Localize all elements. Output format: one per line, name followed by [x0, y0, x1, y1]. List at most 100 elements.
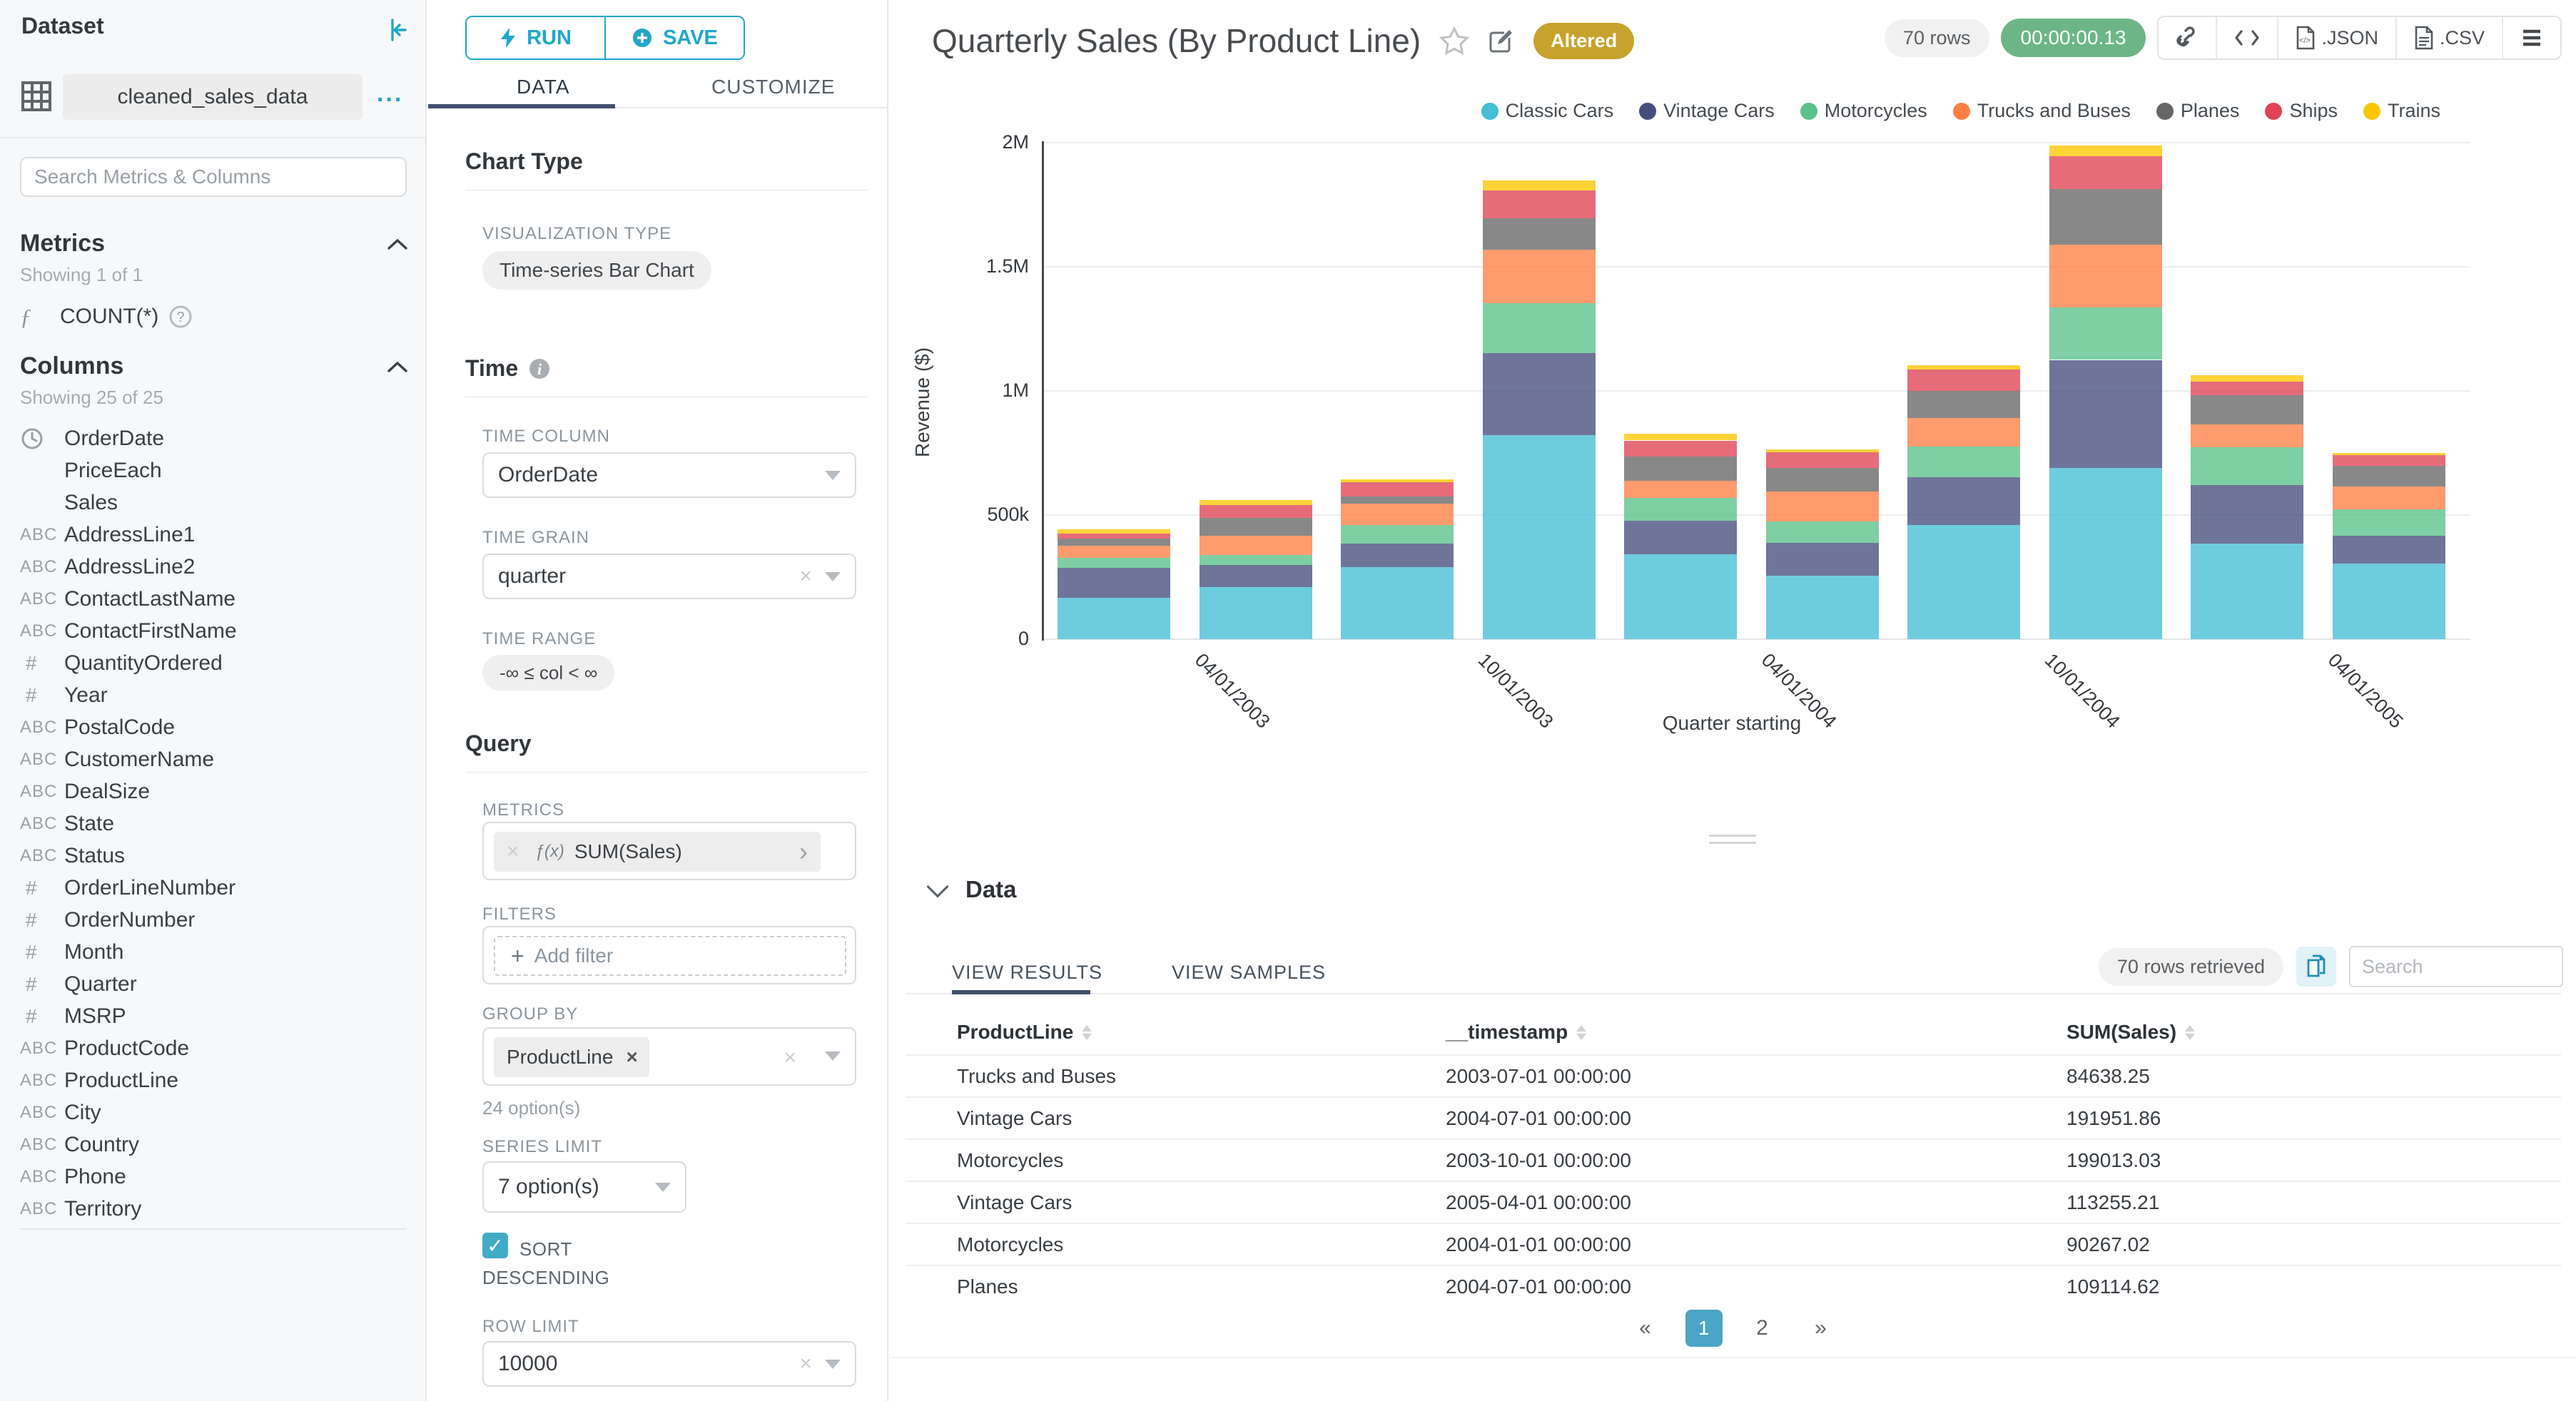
metric-pill[interactable]: × ƒ(x) SUM(Sales) › [494, 832, 821, 872]
bar-segment-motorcycles-2004-04-01[interactable] [1765, 521, 1879, 544]
chart-menu-button[interactable] [2503, 17, 2560, 58]
column-header-productline[interactable]: ProductLine [906, 1021, 1446, 1044]
bar-segment-trains-2003-04-01[interactable] [1199, 499, 1312, 506]
query-section-header[interactable]: Query [465, 730, 532, 756]
legend-item-classic-cars[interactable]: Classic Cars [1481, 100, 1613, 122]
bar-segment-ships-2003-01-01[interactable] [1058, 533, 1171, 539]
panel-resize-handle[interactable] [1709, 835, 1756, 849]
collapse-data-panel-icon[interactable] [926, 875, 949, 898]
column-header-timestamp[interactable]: __timestamp [1446, 1021, 2067, 1044]
bar-segment-motorcycles-2003-04-01[interactable] [1199, 555, 1312, 565]
export-json-button[interactable]: </> .JSON [2278, 17, 2397, 58]
bar-segment-motorcycles-2003-07-01[interactable] [1341, 524, 1454, 544]
column-header-sum-sales[interactable]: SUM(Sales) [2067, 1021, 2561, 1044]
column-item-country[interactable]: ABC Country [20, 1129, 411, 1161]
column-item-contactlastname[interactable]: ABC ContactLastName [20, 583, 411, 615]
series-limit-select[interactable]: 7 option(s) [482, 1161, 686, 1213]
bar-segment-classic-cars-2004-04-01[interactable] [1765, 575, 1879, 639]
column-item-year[interactable]: # Year [20, 679, 411, 711]
tab-view-samples[interactable]: VIEW SAMPLES [1172, 962, 1327, 983]
bar-segment-classic-cars-2003-01-01[interactable] [1058, 597, 1171, 639]
bar-segment-motorcycles-2004-07-01[interactable] [1907, 446, 2021, 478]
time-column-select[interactable]: OrderDate [482, 452, 856, 498]
column-item-addressline1[interactable]: ABC AddressLine1 [20, 519, 411, 551]
altered-badge[interactable]: Altered [1533, 22, 1635, 59]
bar-segment-classic-cars-2005-04-01[interactable] [2332, 564, 2445, 639]
time-grain-select[interactable]: quarter × [482, 554, 856, 599]
column-item-msrp[interactable]: # MSRP [20, 1000, 411, 1032]
tab-customize[interactable]: CUSTOMIZE [711, 76, 836, 98]
bar-segment-vintage-cars-2004-07-01[interactable] [1907, 477, 2021, 525]
bar-segment-ships-2005-01-01[interactable] [2191, 382, 2304, 396]
bar-segment-classic-cars-2004-10-01[interactable] [2049, 468, 2162, 639]
bar-segment-ships-2003-04-01[interactable] [1199, 505, 1312, 519]
chevron-up-icon[interactable] [387, 237, 408, 251]
chevron-up-icon[interactable] [387, 360, 408, 374]
bar-segment-trucks-and-buses-2005-04-01[interactable] [2332, 486, 2445, 510]
bar-segment-planes-2004-04-01[interactable] [1765, 467, 1879, 491]
column-item-ordernumber[interactable]: # OrderNumber [20, 904, 411, 936]
clear-icon[interactable]: × [784, 1046, 796, 1069]
bar-segment-planes-2004-10-01[interactable] [2049, 188, 2162, 245]
column-item-quarter[interactable]: # Quarter [20, 968, 411, 1000]
group-by-select[interactable]: ProductLine × × [482, 1027, 856, 1086]
column-item-status[interactable]: ABC Status [20, 840, 411, 872]
tab-data[interactable]: DATA [516, 76, 570, 98]
column-item-customername[interactable]: ABC CustomerName [20, 743, 411, 775]
bar-segment-vintage-cars-2003-10-01[interactable] [1482, 352, 1596, 435]
bar-segment-ships-2003-07-01[interactable] [1341, 482, 1454, 496]
remove-tag-icon[interactable]: × [626, 1046, 638, 1068]
bar-segment-ships-2003-10-01[interactable] [1482, 190, 1596, 219]
sort-descending-checkbox[interactable]: ✓ [482, 1233, 508, 1258]
embed-code-button[interactable] [2217, 17, 2279, 58]
bar-segment-trains-2004-07-01[interactable] [1907, 365, 2021, 370]
clear-icon[interactable]: × [799, 564, 812, 588]
pagination-page-1[interactable]: 1 [1685, 1310, 1723, 1347]
column-item-city[interactable]: ABC City [20, 1096, 411, 1129]
column-item-quantityordered[interactable]: # QuantityOrdered [20, 647, 411, 679]
remove-icon[interactable]: × [507, 840, 519, 863]
bar-segment-trains-2003-07-01[interactable] [1341, 479, 1454, 483]
column-item-productline[interactable]: ABC ProductLine [20, 1064, 411, 1096]
bar-segment-ships-2004-10-01[interactable] [2049, 156, 2162, 189]
search-metrics-columns-input[interactable] [20, 157, 407, 197]
export-csv-button[interactable]: .CSV [2397, 17, 2503, 58]
legend-item-planes[interactable]: Planes [2156, 100, 2239, 122]
column-item-phone[interactable]: ABC Phone [20, 1161, 411, 1193]
bar-segment-planes-2004-01-01[interactable] [1624, 457, 1738, 481]
copy-data-button[interactable] [2296, 947, 2336, 987]
bar-segment-motorcycles-2003-01-01[interactable] [1058, 557, 1171, 569]
legend-item-motorcycles[interactable]: Motorcycles [1800, 100, 1927, 122]
bar-segment-trains-2004-01-01[interactable] [1624, 433, 1738, 441]
column-item-contactfirstname[interactable]: ABC ContactFirstName [20, 615, 411, 647]
collapse-sidebar-icon[interactable] [384, 16, 412, 44]
favorite-star-icon[interactable] [1439, 26, 1470, 55]
column-item-sales[interactable]: Sales [20, 486, 411, 519]
bar-segment-ships-2004-07-01[interactable] [1907, 369, 2021, 391]
row-limit-select[interactable]: 10000 × [482, 1341, 856, 1387]
bar-segment-planes-2003-01-01[interactable] [1058, 539, 1171, 546]
bar-segment-motorcycles-2004-01-01[interactable] [1624, 498, 1738, 521]
bar-segment-trucks-and-buses-2004-10-01[interactable] [2049, 245, 2162, 307]
bar-segment-trucks-and-buses-2004-01-01[interactable] [1624, 480, 1738, 499]
expand-caret-icon[interactable]: › [799, 836, 808, 866]
legend-item-trucks-and-buses[interactable]: Trucks and Buses [1952, 100, 2131, 122]
bar-segment-planes-2003-10-01[interactable] [1482, 218, 1596, 250]
bar-segment-trucks-and-buses-2003-07-01[interactable] [1341, 504, 1454, 525]
group-by-tag[interactable]: ProductLine × [494, 1037, 649, 1077]
metric-item-count[interactable]: ƒ COUNT(*) ? [20, 300, 405, 334]
bar-segment-vintage-cars-2003-04-01[interactable] [1199, 564, 1312, 588]
bar-segment-trucks-and-buses-2004-04-01[interactable] [1765, 491, 1879, 522]
column-item-territory[interactable]: ABC Territory [20, 1193, 411, 1225]
viz-type-pill[interactable]: Time-series Bar Chart [482, 251, 711, 290]
legend-item-ships[interactable]: Ships [2265, 100, 2338, 122]
pagination-page-2[interactable]: 2 [1756, 1316, 1768, 1340]
pagination-prev[interactable]: « [1639, 1316, 1651, 1340]
run-button[interactable]: RUN [467, 17, 606, 58]
clear-icon[interactable]: × [799, 1352, 812, 1375]
bar-segment-vintage-cars-2005-01-01[interactable] [2191, 484, 2304, 544]
edit-pencil-icon[interactable] [1488, 27, 1515, 54]
bar-segment-motorcycles-2004-10-01[interactable] [2049, 307, 2162, 360]
bar-segment-planes-2003-04-01[interactable] [1199, 518, 1312, 536]
add-filter-button[interactable]: + Add filter [494, 936, 846, 976]
